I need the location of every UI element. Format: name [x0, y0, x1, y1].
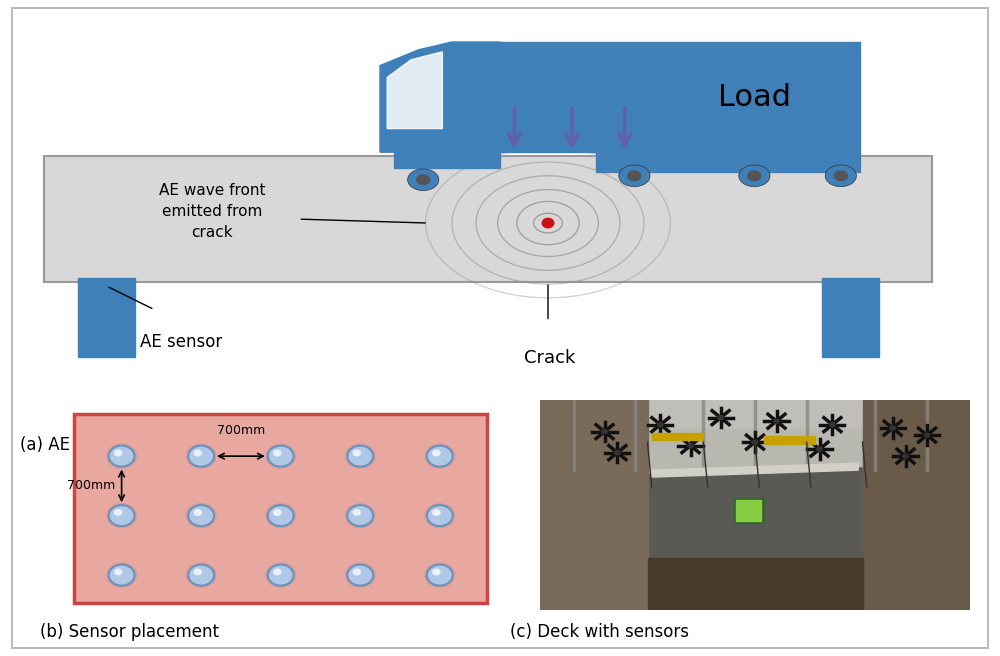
Circle shape	[347, 565, 373, 586]
Text: (a) AE monitoring of bridge deck: (a) AE monitoring of bridge deck	[20, 436, 290, 453]
Circle shape	[889, 425, 896, 431]
Ellipse shape	[416, 174, 430, 185]
Text: (b) Sensor placement: (b) Sensor placement	[40, 623, 219, 641]
Circle shape	[109, 505, 134, 526]
Circle shape	[353, 569, 361, 575]
FancyBboxPatch shape	[44, 156, 932, 282]
Circle shape	[273, 449, 282, 457]
Circle shape	[193, 569, 202, 575]
Polygon shape	[736, 500, 761, 521]
Circle shape	[188, 505, 214, 526]
Circle shape	[345, 443, 376, 469]
Circle shape	[273, 569, 282, 575]
Circle shape	[752, 440, 758, 445]
Circle shape	[773, 419, 780, 424]
Ellipse shape	[825, 165, 856, 186]
Circle shape	[188, 445, 214, 466]
Circle shape	[345, 562, 376, 588]
Polygon shape	[652, 463, 858, 477]
Polygon shape	[596, 152, 860, 172]
FancyBboxPatch shape	[540, 400, 970, 610]
Circle shape	[432, 569, 441, 575]
Circle shape	[614, 450, 621, 455]
Circle shape	[424, 443, 455, 469]
FancyBboxPatch shape	[78, 278, 135, 357]
Circle shape	[427, 565, 453, 586]
Text: AE wave front
emitted from
crack: AE wave front emitted from crack	[159, 183, 265, 239]
Circle shape	[114, 569, 122, 575]
Circle shape	[106, 443, 137, 469]
Circle shape	[816, 446, 823, 452]
Circle shape	[657, 422, 664, 428]
Circle shape	[829, 422, 836, 428]
Ellipse shape	[739, 165, 770, 186]
Polygon shape	[540, 400, 648, 610]
Circle shape	[265, 443, 296, 469]
Text: Crack: Crack	[524, 349, 575, 367]
Circle shape	[717, 415, 724, 420]
Circle shape	[268, 565, 294, 586]
Circle shape	[424, 503, 455, 528]
Circle shape	[427, 445, 453, 466]
Circle shape	[265, 503, 296, 528]
Polygon shape	[540, 400, 970, 428]
Circle shape	[353, 509, 361, 516]
Circle shape	[427, 505, 453, 526]
Text: (c) Deck with sensors: (c) Deck with sensors	[510, 623, 689, 641]
Ellipse shape	[834, 171, 848, 181]
FancyBboxPatch shape	[822, 278, 879, 357]
Circle shape	[114, 509, 122, 516]
Text: 700mm: 700mm	[67, 480, 115, 493]
Polygon shape	[387, 52, 442, 129]
Circle shape	[424, 562, 455, 588]
Text: Load: Load	[718, 83, 791, 112]
Circle shape	[353, 449, 361, 457]
Circle shape	[188, 565, 214, 586]
Ellipse shape	[747, 171, 762, 181]
Ellipse shape	[408, 169, 439, 190]
Circle shape	[268, 505, 294, 526]
Circle shape	[432, 509, 441, 516]
Circle shape	[106, 562, 137, 588]
Text: AE sensor: AE sensor	[140, 333, 222, 351]
Ellipse shape	[619, 165, 650, 186]
Circle shape	[902, 453, 909, 459]
Circle shape	[186, 503, 217, 528]
Polygon shape	[540, 400, 970, 477]
Circle shape	[114, 449, 122, 457]
Circle shape	[265, 562, 296, 588]
Circle shape	[432, 449, 441, 457]
Polygon shape	[764, 436, 815, 444]
Circle shape	[273, 509, 282, 516]
FancyBboxPatch shape	[500, 42, 860, 152]
Polygon shape	[380, 42, 500, 152]
Polygon shape	[734, 498, 764, 523]
Polygon shape	[652, 433, 703, 440]
Circle shape	[687, 443, 694, 449]
Circle shape	[542, 218, 554, 228]
Polygon shape	[394, 152, 500, 168]
Circle shape	[186, 443, 217, 469]
FancyBboxPatch shape	[74, 414, 487, 603]
Circle shape	[193, 449, 202, 457]
Text: 700mm: 700mm	[217, 424, 265, 437]
Circle shape	[109, 445, 134, 466]
Circle shape	[347, 505, 373, 526]
Circle shape	[347, 445, 373, 466]
Circle shape	[268, 445, 294, 466]
Circle shape	[106, 503, 137, 528]
Circle shape	[924, 432, 930, 438]
Ellipse shape	[627, 171, 642, 181]
Polygon shape	[648, 558, 862, 610]
Polygon shape	[862, 400, 970, 610]
Circle shape	[601, 429, 608, 434]
Circle shape	[193, 509, 202, 516]
Circle shape	[345, 503, 376, 528]
Circle shape	[109, 565, 134, 586]
Circle shape	[186, 562, 217, 588]
